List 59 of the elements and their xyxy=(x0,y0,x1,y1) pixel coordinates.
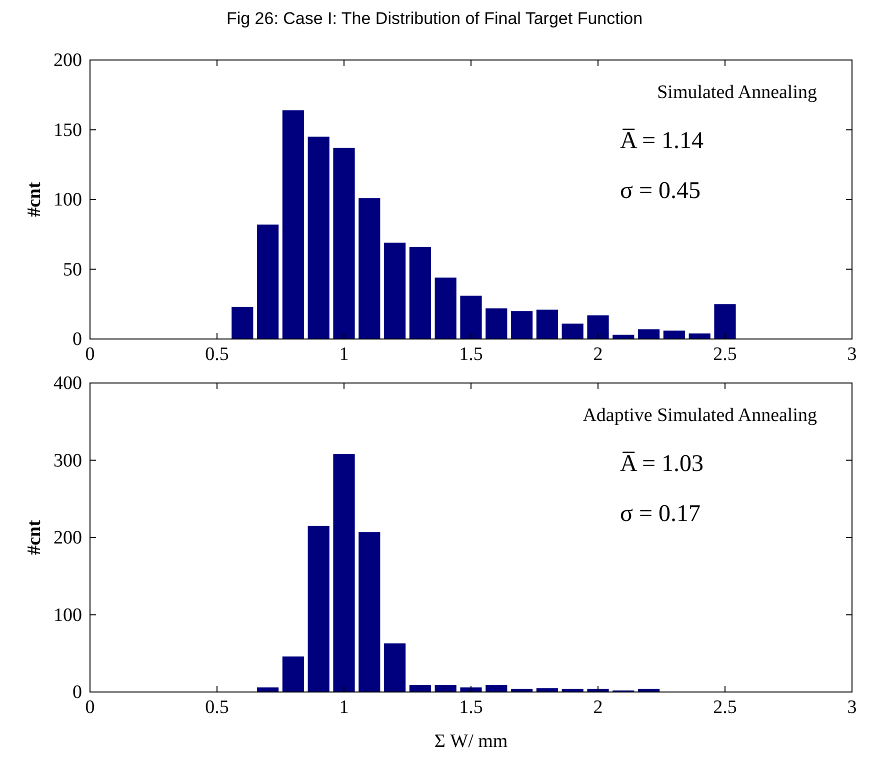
bar xyxy=(409,685,431,692)
annotation: σ = 0.45 xyxy=(620,178,700,204)
x-tick-label: 2.5 xyxy=(713,344,737,365)
chart-title: Fig 26: Case I: The Distribution of Final Target Function xyxy=(226,9,643,28)
bar xyxy=(308,136,330,339)
x-tick-label: 1.5 xyxy=(459,344,483,365)
bar xyxy=(308,526,330,692)
y-tick-label: 50 xyxy=(63,259,82,280)
bar xyxy=(232,306,254,339)
x-axis-title: Σ W/ mm xyxy=(434,731,508,752)
bar xyxy=(358,532,380,692)
bar xyxy=(562,324,584,339)
bar xyxy=(358,198,380,339)
annotation: A̅ = 1.03 xyxy=(620,451,704,477)
annotation: A̅ = 1.14 xyxy=(620,128,704,154)
x-tick-label: 2 xyxy=(593,344,603,365)
bar xyxy=(384,242,406,339)
y-tick-label: 0 xyxy=(72,682,82,703)
annotation: σ = 0.17 xyxy=(620,501,700,527)
annotation: Adaptive Simulated Annealing xyxy=(582,405,818,426)
y-axis-title: #cnt xyxy=(24,181,45,217)
bar xyxy=(638,329,660,339)
bar xyxy=(409,246,431,339)
x-tick-label: 0.5 xyxy=(205,344,229,365)
bar xyxy=(486,685,508,692)
bar xyxy=(486,308,508,339)
x-tick-label: 1 xyxy=(339,697,349,718)
bar xyxy=(511,311,533,339)
x-tick-label: 0.5 xyxy=(205,697,229,718)
x-tick-label: 3 xyxy=(847,697,857,718)
x-tick-label: 2.5 xyxy=(713,697,737,718)
y-tick-label: 200 xyxy=(54,528,82,548)
bar xyxy=(282,110,304,339)
y-tick-label: 100 xyxy=(54,190,82,210)
bar xyxy=(536,688,558,692)
bar xyxy=(434,685,456,692)
bar xyxy=(434,278,456,339)
x-tick-label: 2 xyxy=(593,697,603,718)
y-tick-label: 100 xyxy=(54,604,82,626)
bar xyxy=(587,315,609,339)
x-tick-label: 3 xyxy=(847,344,857,365)
annotation: Simulated Annealing xyxy=(657,82,818,103)
bar xyxy=(257,224,279,339)
x-tick-label: 1 xyxy=(339,344,349,365)
y-tick-label: 300 xyxy=(54,450,82,472)
y-tick-label: 0 xyxy=(72,329,82,350)
bar xyxy=(333,454,355,692)
bar xyxy=(663,330,685,339)
bar xyxy=(333,148,355,339)
y-tick-label: 150 xyxy=(54,120,82,141)
bar xyxy=(384,643,406,692)
bar xyxy=(282,656,304,692)
x-tick-label: 1.5 xyxy=(459,697,483,718)
bar xyxy=(460,296,482,339)
y-tick-label: 200 xyxy=(54,50,82,71)
y-axis-title: #cnt xyxy=(24,519,45,555)
y-tick-label: 400 xyxy=(54,373,82,394)
bar xyxy=(536,310,558,339)
bar xyxy=(714,304,736,339)
